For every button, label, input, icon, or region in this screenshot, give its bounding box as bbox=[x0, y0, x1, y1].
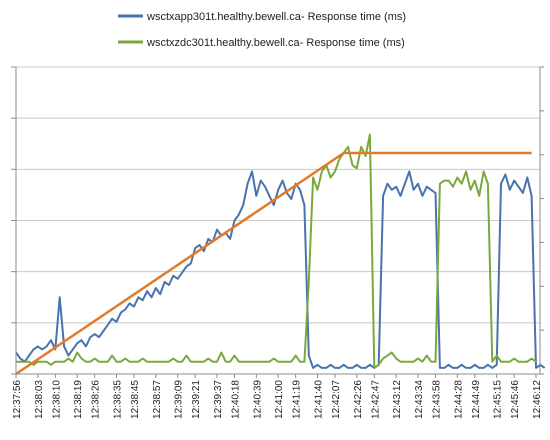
x-tick-label: 12:42:47 bbox=[370, 380, 381, 419]
x-tick-label: 12:38:35 bbox=[113, 380, 124, 419]
x-tick-label: 12:39:21 bbox=[191, 380, 202, 419]
x-tick-label: 12:42:07 bbox=[331, 380, 342, 419]
x-tick-label: 12:39:37 bbox=[213, 380, 224, 419]
x-tick-label: 12:43:34 bbox=[414, 380, 425, 419]
x-tick-label: 12:40:18 bbox=[230, 380, 241, 419]
x-tick-label: 12:41:19 bbox=[292, 380, 303, 419]
x-tick-label: 12:45:15 bbox=[493, 380, 504, 419]
series-line-1 bbox=[15, 170, 546, 369]
grid-layer bbox=[16, 66, 540, 375]
axis-layer: 12:37:56 12:38:03 12:38:10 12:38:19 12:38:26… bbox=[11, 66, 544, 419]
series-line-2 bbox=[16, 133, 537, 369]
x-tick-label: 12:44:49 bbox=[471, 380, 482, 419]
x-tick-label: 12:42:26 bbox=[353, 380, 364, 419]
series-line-3 bbox=[15, 151, 532, 376]
x-tick-label: 12:43:58 bbox=[431, 380, 442, 419]
x-tick-label: 12:40:39 bbox=[252, 380, 263, 419]
x-tick-label: 12:44:28 bbox=[453, 380, 464, 419]
x-tick-label: 12:37:56 bbox=[12, 380, 23, 419]
x-tick-label: 12:38:03 bbox=[34, 380, 45, 419]
x-tick-label: 12:43:12 bbox=[392, 380, 403, 419]
x-tick-label: 12:38:10 bbox=[51, 380, 62, 419]
x-tick-label: 12:41:00 bbox=[274, 380, 285, 419]
x-tick-label: 12:38:45 bbox=[130, 380, 141, 419]
x-tick-label: 12:38:57 bbox=[152, 380, 163, 419]
x-tick-label: 12:45:46 bbox=[510, 380, 521, 419]
x-tick-label: 12:38:26 bbox=[91, 380, 102, 419]
legend-label-2: wsctxzdc301t.healthy.bewell.ca- Response… bbox=[146, 37, 405, 49]
x-tick-label: 12:41:40 bbox=[314, 380, 325, 419]
legend-label-1: wsctxapp301t.healthy.bewell.ca- Response… bbox=[146, 11, 406, 23]
plot-layer bbox=[15, 133, 546, 376]
legend: wsctxapp301t.healthy.bewell.ca- Response… bbox=[118, 11, 406, 49]
x-tick-label: 12:38:19 bbox=[73, 380, 84, 419]
x-tick-label: 12:46:12 bbox=[532, 380, 543, 419]
x-tick-label: 12:39:09 bbox=[174, 380, 185, 419]
